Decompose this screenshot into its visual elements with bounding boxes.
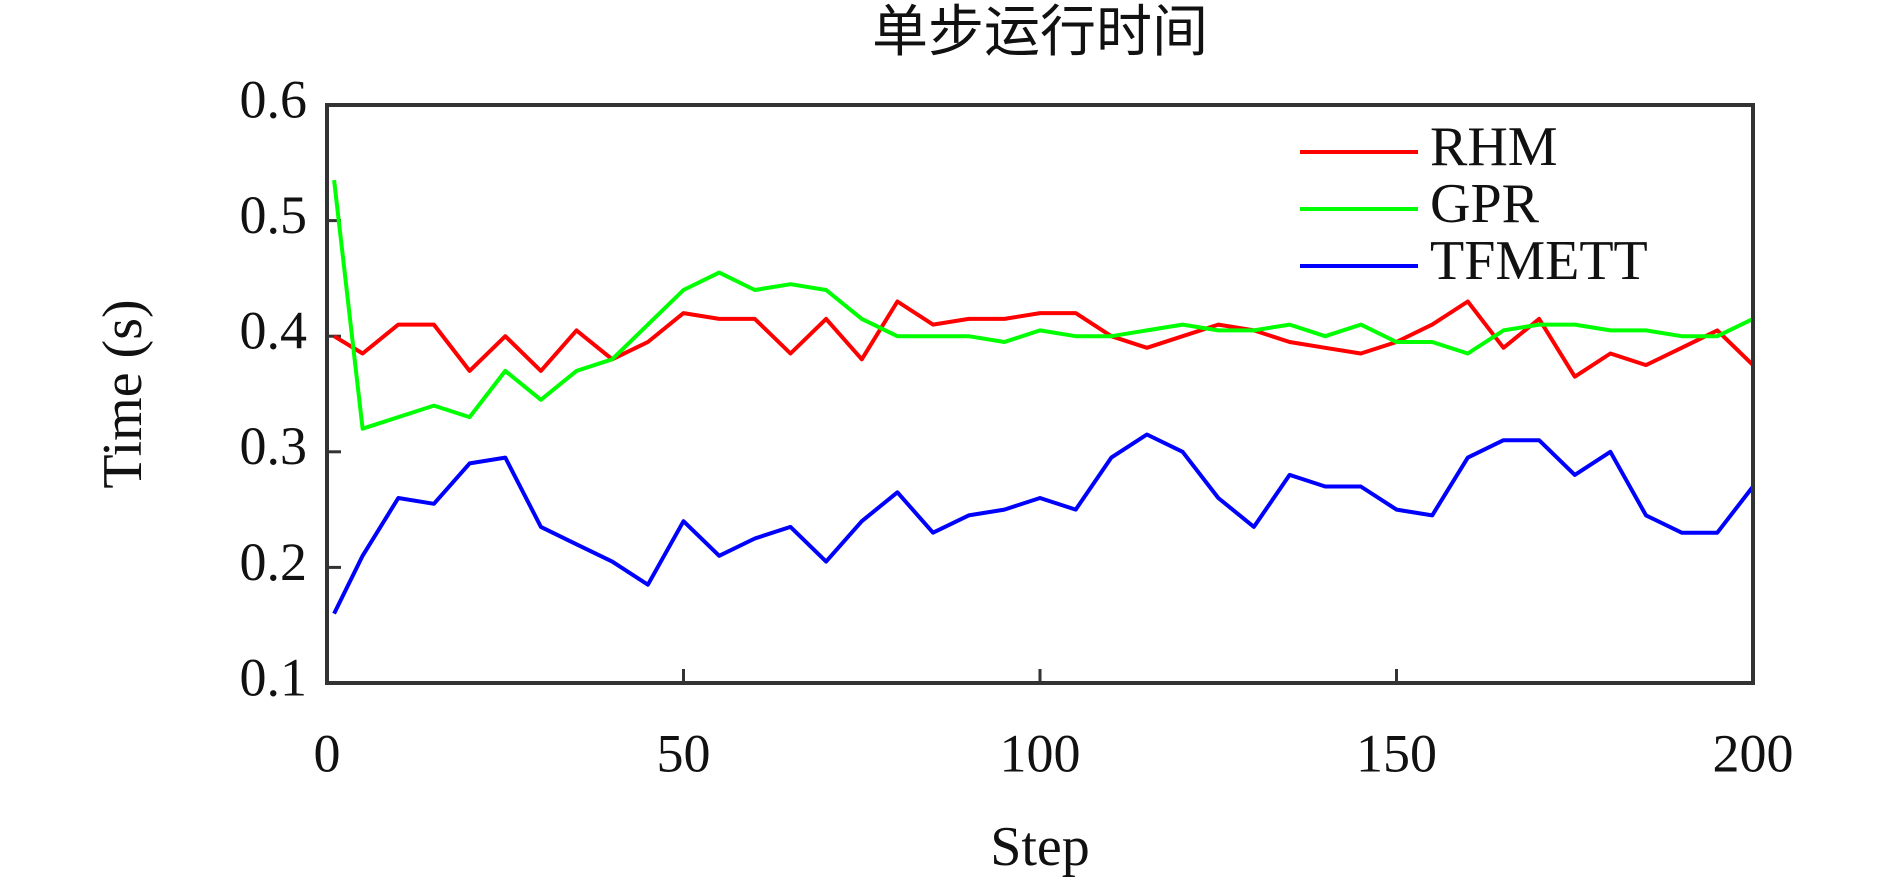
y-tick-label: 0.6: [240, 69, 308, 129]
y-tick-label: 0.2: [240, 532, 308, 592]
x-tick-label: 0: [314, 723, 341, 783]
legend-label: RHM: [1430, 116, 1558, 178]
x-tick-label: 150: [1356, 723, 1437, 783]
line-series: [332, 179, 1754, 431]
x-tick-label: 100: [1000, 723, 1081, 783]
line-series: [332, 432, 1755, 615]
legend-label: TFMETT: [1430, 230, 1648, 292]
x-axis-label: Step: [990, 816, 1090, 878]
y-tick-label: 0.4: [240, 301, 308, 361]
y-tick-label: 0.3: [240, 416, 308, 476]
line-series: [333, 299, 1755, 379]
y-tick-label: 0.1: [240, 647, 308, 707]
x-tick-label: 200: [1713, 723, 1794, 783]
legend-label: GPR: [1430, 173, 1540, 235]
plot-frame: [325, 103, 1755, 685]
y-tick-label: 0.5: [240, 185, 308, 245]
chart-title: 单步运行时间: [872, 2, 1208, 64]
x-tick-label: 50: [657, 723, 711, 783]
y-axis-label: Time (s): [92, 299, 154, 488]
